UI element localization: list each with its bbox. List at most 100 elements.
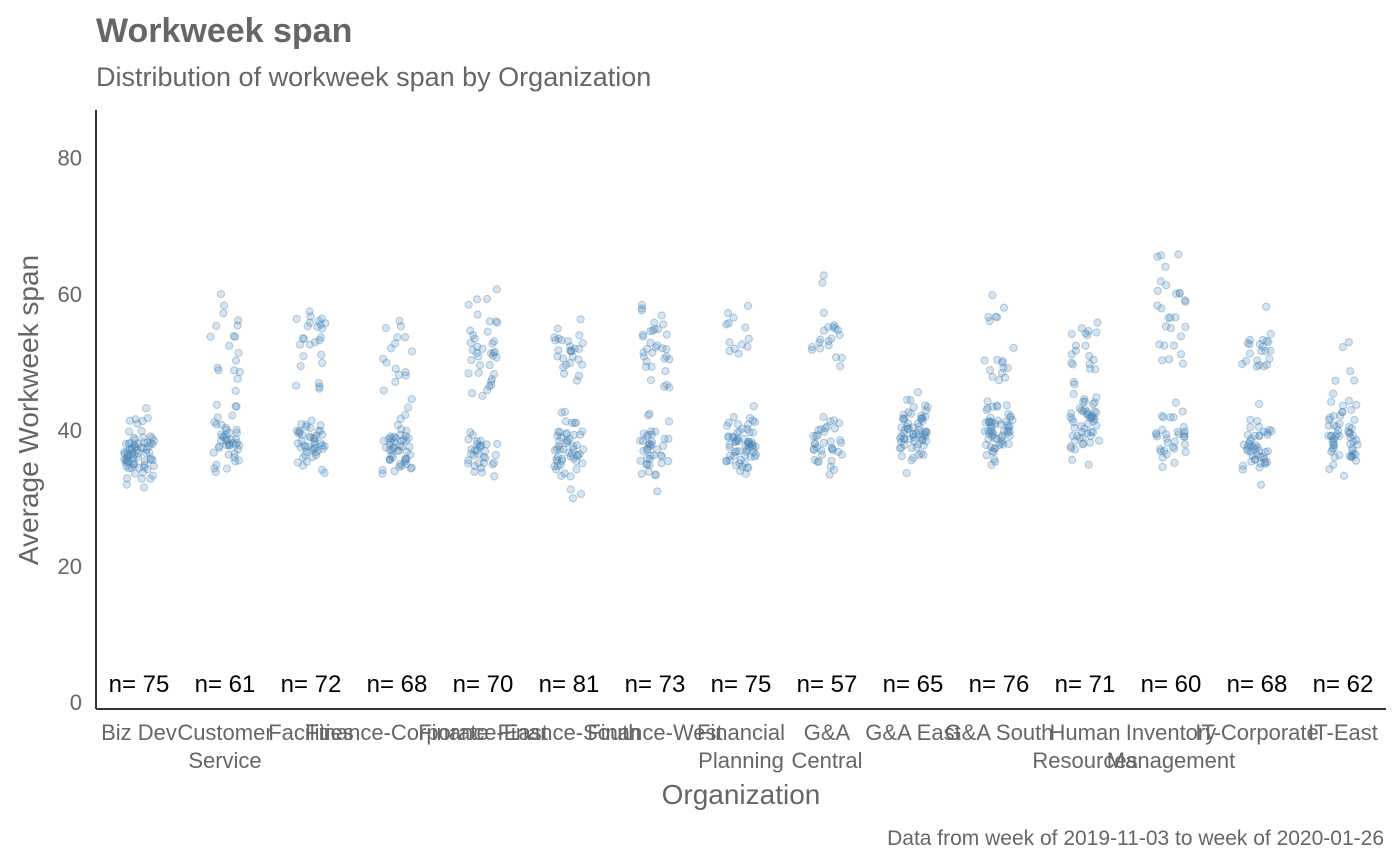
data-point: [1261, 458, 1270, 467]
data-point: [473, 440, 482, 449]
data-point: [1160, 446, 1169, 455]
data-point: [1327, 397, 1336, 406]
data-point: [658, 344, 667, 353]
data-point: [1085, 359, 1094, 369]
data-point: [909, 403, 918, 412]
data-point: [662, 380, 672, 390]
data-point: [984, 418, 994, 427]
data-point: [1087, 414, 1097, 423]
data-point: [1075, 433, 1084, 443]
data-point: [749, 402, 758, 411]
data-point: [730, 448, 740, 457]
data-point: [1247, 434, 1256, 443]
data-point: [990, 455, 999, 464]
data-point: [648, 348, 657, 357]
data-point: [210, 464, 219, 473]
data-point: [148, 456, 157, 465]
data-point: [809, 445, 818, 454]
data-point: [558, 454, 567, 463]
data-point: [1250, 455, 1260, 464]
data-point: [999, 363, 1008, 372]
data-point: [230, 366, 239, 375]
data-point: [140, 460, 149, 469]
data-point: [830, 465, 839, 474]
data-point: [1249, 443, 1258, 452]
data-point: [390, 443, 399, 452]
x-tick-label: Human Resources: [1032, 720, 1137, 773]
data-point: [745, 414, 755, 423]
data-point: [1166, 313, 1175, 322]
data-point: [550, 333, 559, 342]
data-point: [142, 449, 151, 458]
x-tick-label: G&A South: [945, 720, 1054, 745]
data-point: [1335, 419, 1344, 428]
data-point: [120, 449, 129, 459]
data-point: [918, 416, 927, 426]
data-point: [489, 370, 499, 379]
data-point: [210, 418, 219, 427]
data-point: [896, 434, 905, 443]
data-point: [1239, 461, 1248, 470]
data-point: [1254, 422, 1264, 431]
data-point: [565, 434, 574, 443]
data-point: [995, 440, 1004, 450]
data-point: [297, 420, 306, 429]
data-point: [1093, 318, 1102, 327]
data-point: [1252, 362, 1261, 371]
data-point: [133, 445, 142, 455]
data-point: [470, 446, 479, 455]
data-point: [1069, 377, 1078, 387]
data-point: [636, 436, 645, 445]
data-point: [985, 429, 994, 438]
data-point: [124, 457, 133, 466]
data-point: [1153, 252, 1162, 261]
data-point: [897, 423, 906, 432]
data-point: [643, 344, 652, 353]
data-point: [1265, 354, 1274, 363]
data-point: [122, 462, 131, 471]
data-point: [397, 442, 406, 451]
data-point: [311, 448, 320, 457]
data-point: [1257, 347, 1266, 356]
data-point: [557, 408, 566, 417]
data-point: [1253, 417, 1262, 426]
data-point: [216, 436, 226, 445]
data-point: [139, 433, 148, 442]
data-point: [387, 451, 396, 460]
data-point: [222, 464, 231, 473]
data-point: [305, 318, 314, 327]
data-point: [473, 310, 482, 319]
data-point: [662, 345, 671, 354]
data-point: [1329, 411, 1338, 421]
data-point: [213, 363, 222, 372]
data-point: [831, 353, 841, 362]
data-point: [1238, 359, 1247, 369]
data-point: [1251, 441, 1261, 450]
data-point: [1079, 407, 1088, 416]
data-point: [1326, 413, 1335, 422]
data-point: [639, 436, 648, 445]
data-point: [385, 440, 394, 449]
data-point: [922, 427, 931, 436]
data-point: [985, 366, 995, 375]
data-point: [120, 447, 129, 457]
data-point: [646, 327, 655, 336]
data-point: [390, 467, 399, 476]
data-point: [653, 325, 663, 334]
data-point: [988, 402, 997, 411]
data-point: [135, 463, 144, 472]
data-point: [1258, 335, 1268, 345]
data-point: [552, 465, 561, 474]
data-point: [476, 436, 485, 445]
data-point: [233, 321, 242, 330]
data-point: [1344, 427, 1353, 436]
data-point: [566, 452, 575, 461]
data-point: [1085, 438, 1095, 447]
data-point: [305, 432, 314, 441]
data-point: [1159, 413, 1168, 422]
data-point: [1067, 358, 1076, 367]
data-point: [1241, 357, 1251, 366]
data-point: [642, 357, 651, 366]
data-point: [134, 449, 143, 458]
data-point: [1174, 250, 1183, 259]
